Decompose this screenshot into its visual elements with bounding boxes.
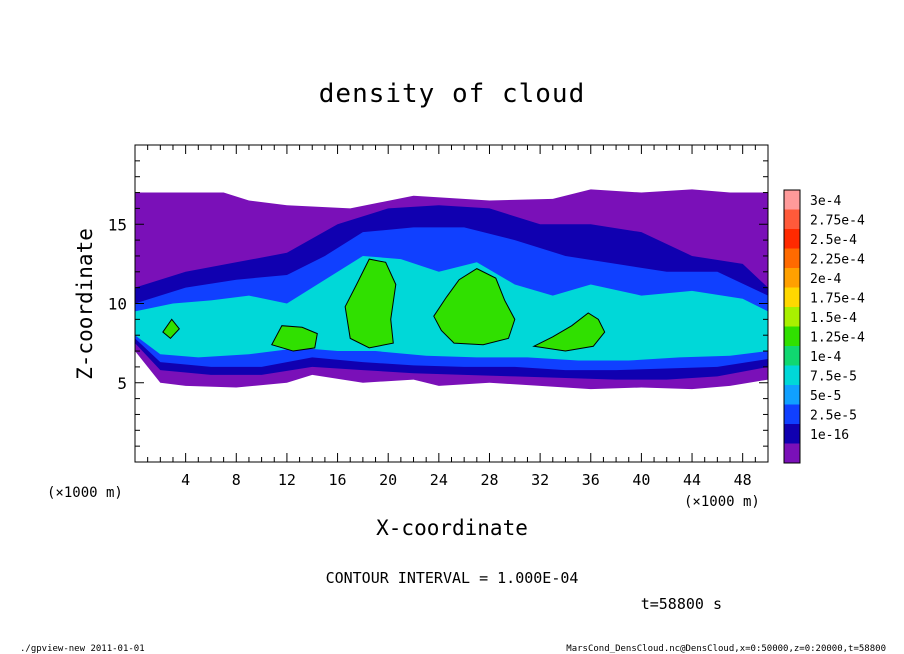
colorbar-swatch <box>784 365 800 386</box>
x-unit-right: (×1000 m) <box>684 494 760 510</box>
x-tick-label: 8 <box>232 471 241 489</box>
colorbar: 3e-4 2.75e-4 2.5e-4 2.25e-4 2e-4 1.75e-4 1.5e-… <box>783 189 865 464</box>
colorbar-swatch <box>784 443 800 464</box>
x-tick-label: 48 <box>734 471 752 489</box>
colorbar-swatch <box>784 209 800 230</box>
colorbar-swatch <box>784 326 800 347</box>
colorbar-swatch <box>784 404 800 425</box>
time-label: t=58800 s <box>641 595 722 613</box>
colorbar-swatch <box>784 229 800 249</box>
x-tick-label: 28 <box>480 471 498 489</box>
cloud-core-2 <box>433 268 516 346</box>
x-unit-left: (×1000 m) <box>47 485 123 501</box>
x-tick-label: 12 <box>278 471 296 489</box>
colorbar-label: 1.5e-4 <box>810 311 857 326</box>
colorbar-label: 1e-4 <box>810 350 841 365</box>
y-tick-label: 5 <box>117 374 127 393</box>
colorbar-swatch <box>784 346 800 366</box>
x-tick-label: 44 <box>683 471 701 489</box>
cloud-field <box>135 189 768 390</box>
cloud-core-1 <box>344 258 397 349</box>
colorbar-label: 2e-4 <box>810 272 841 287</box>
colorbar-label: 1.25e-4 <box>810 330 865 345</box>
colorbar-label: 3e-4 <box>810 194 841 209</box>
x-axis-label: X-coordinate <box>376 516 528 540</box>
colorbar-label: 1.75e-4 <box>810 291 865 306</box>
y-tick-label: 10 <box>108 295 127 314</box>
contour-interval-note: CONTOUR INTERVAL = 1.000E-04 <box>326 569 579 587</box>
cloud-core-5 <box>162 318 180 340</box>
colorbar-swatch <box>784 385 800 405</box>
colorbar-label: 2.25e-4 <box>810 252 865 267</box>
x-axis: 4 8 12 16 20 24 28 32 36 40 44 48 <box>147 145 756 489</box>
chart-title: density of cloud <box>319 79 585 109</box>
footer-left: ./gpview-new 2011-01-01 <box>20 644 145 654</box>
colorbar-label: 7.5e-5 <box>810 369 857 384</box>
x-tick-label: 4 <box>181 471 190 489</box>
y-axis: 5 10 15 <box>108 160 768 447</box>
colorbar-swatch <box>784 307 800 327</box>
colorbar-swatch <box>784 424 800 444</box>
colorbar-label: 5e-5 <box>810 389 841 404</box>
colorbar-swatch <box>784 287 800 308</box>
y-axis-label: Z-coordinate <box>73 228 97 380</box>
cloud-core-3 <box>532 312 606 352</box>
colorbar-label: 1e-16 <box>810 428 849 443</box>
colorbar-label: 2.5e-4 <box>810 233 857 248</box>
colorbar-swatch <box>784 248 800 269</box>
x-tick-label: 24 <box>430 471 448 489</box>
colorbar-label: 2.5e-5 <box>810 408 857 423</box>
colorbar-label: 2.75e-4 <box>810 213 865 228</box>
x-tick-label: 32 <box>531 471 549 489</box>
colorbar-swatch <box>784 268 800 288</box>
colorbar-frame <box>783 189 801 464</box>
y-tick-label: 15 <box>108 215 127 234</box>
footer-right: MarsCond_DensCloud.nc@DensCloud,x=0:5000… <box>566 644 886 654</box>
x-tick-label: 16 <box>329 471 347 489</box>
x-tick-label: 20 <box>379 471 397 489</box>
colorbar-swatch <box>784 190 800 210</box>
x-tick-label: 40 <box>632 471 650 489</box>
cloud-core-4 <box>270 325 318 352</box>
x-tick-label: 36 <box>582 471 600 489</box>
